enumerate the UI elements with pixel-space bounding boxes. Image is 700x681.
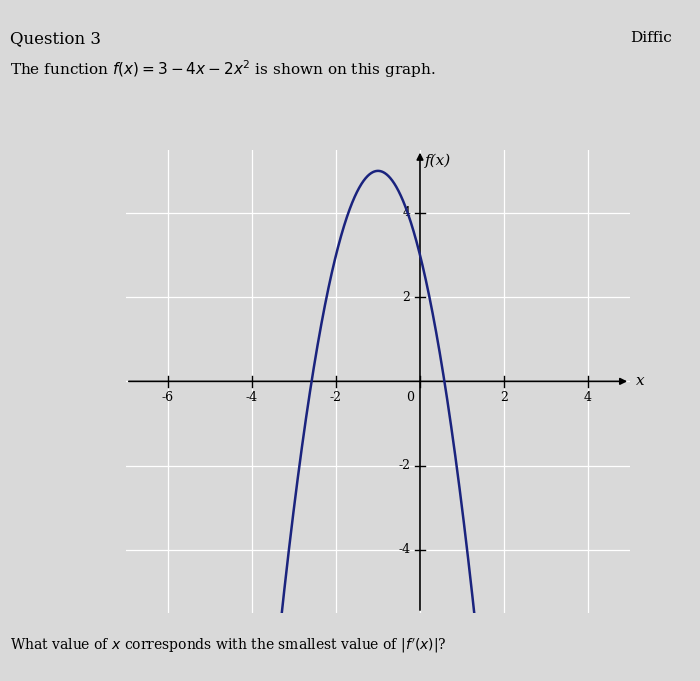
Text: Diffic: Diffic <box>630 31 672 45</box>
Text: 2: 2 <box>402 291 410 304</box>
Text: f(x): f(x) <box>425 154 452 168</box>
Text: -2: -2 <box>330 391 342 404</box>
Text: The function $f(x) = 3 - 4x - 2x^2$ is shown on this graph.: The function $f(x) = 3 - 4x - 2x^2$ is s… <box>10 58 436 80</box>
Text: -6: -6 <box>162 391 174 404</box>
Text: -4: -4 <box>398 543 410 556</box>
Text: 4: 4 <box>402 206 410 219</box>
Text: What value of $x$ corresponds with the smallest value of $|f'(x)|$?: What value of $x$ corresponds with the s… <box>10 637 447 655</box>
Text: 4: 4 <box>584 391 592 404</box>
Text: x: x <box>636 375 645 388</box>
Text: -2: -2 <box>398 459 410 472</box>
Text: 0: 0 <box>406 391 414 404</box>
Text: -4: -4 <box>246 391 258 404</box>
Text: Question 3: Question 3 <box>10 31 102 48</box>
Text: 2: 2 <box>500 391 508 404</box>
